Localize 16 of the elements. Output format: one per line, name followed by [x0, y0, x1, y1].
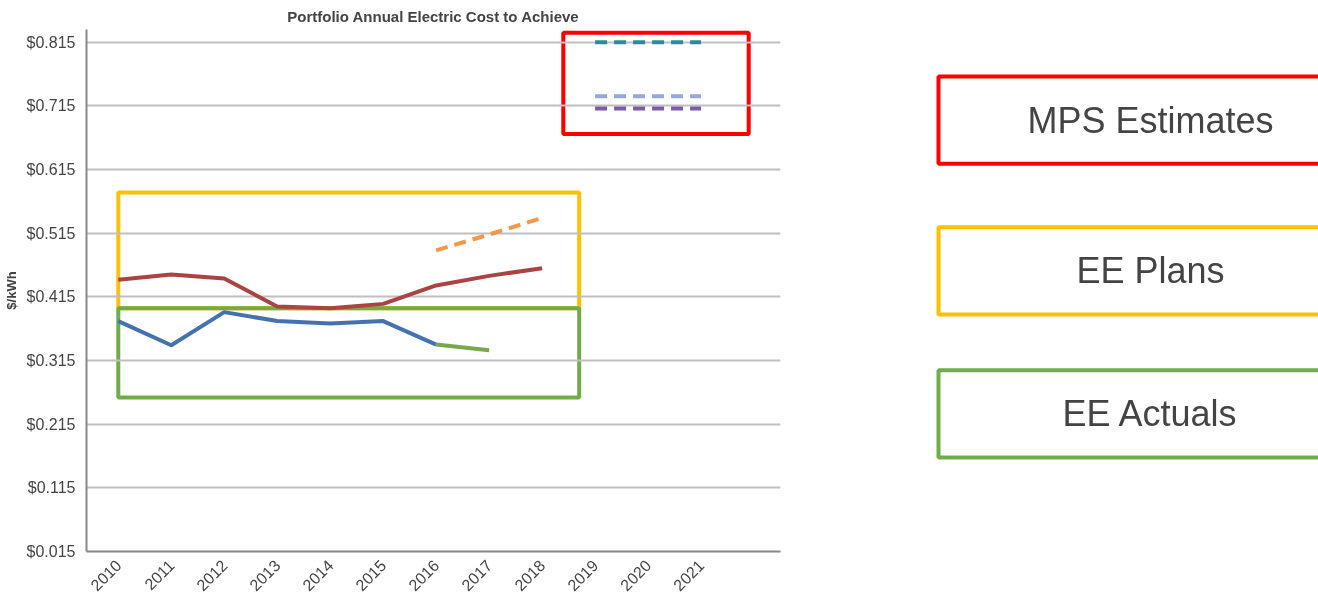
line-series: [116, 310, 439, 348]
text: MPS Estimates: [1027, 99, 1274, 141]
y-tick-label: $0.415: [26, 288, 76, 306]
y-tick-label: $0.115: [27, 479, 76, 497]
y-axis-title: $/kWh: [3, 271, 19, 310]
y-tick-label: $0.515: [26, 224, 76, 242]
y-tick-label: $0.215: [26, 415, 76, 433]
y-tick-label: $0.615: [26, 161, 76, 179]
text: EE Actuals: [1062, 393, 1237, 435]
y-tick-label: $0.715: [26, 97, 76, 115]
chart-title: Portfolio Annual Electric Cost to Achieve: [287, 7, 579, 25]
text: EE Plans: [1076, 250, 1225, 292]
y-tick-label: $0.315: [26, 352, 76, 370]
y-tick-label: $0.015: [26, 543, 76, 560]
line-series: [116, 266, 545, 311]
y-tick-label: $0.815: [26, 33, 76, 51]
